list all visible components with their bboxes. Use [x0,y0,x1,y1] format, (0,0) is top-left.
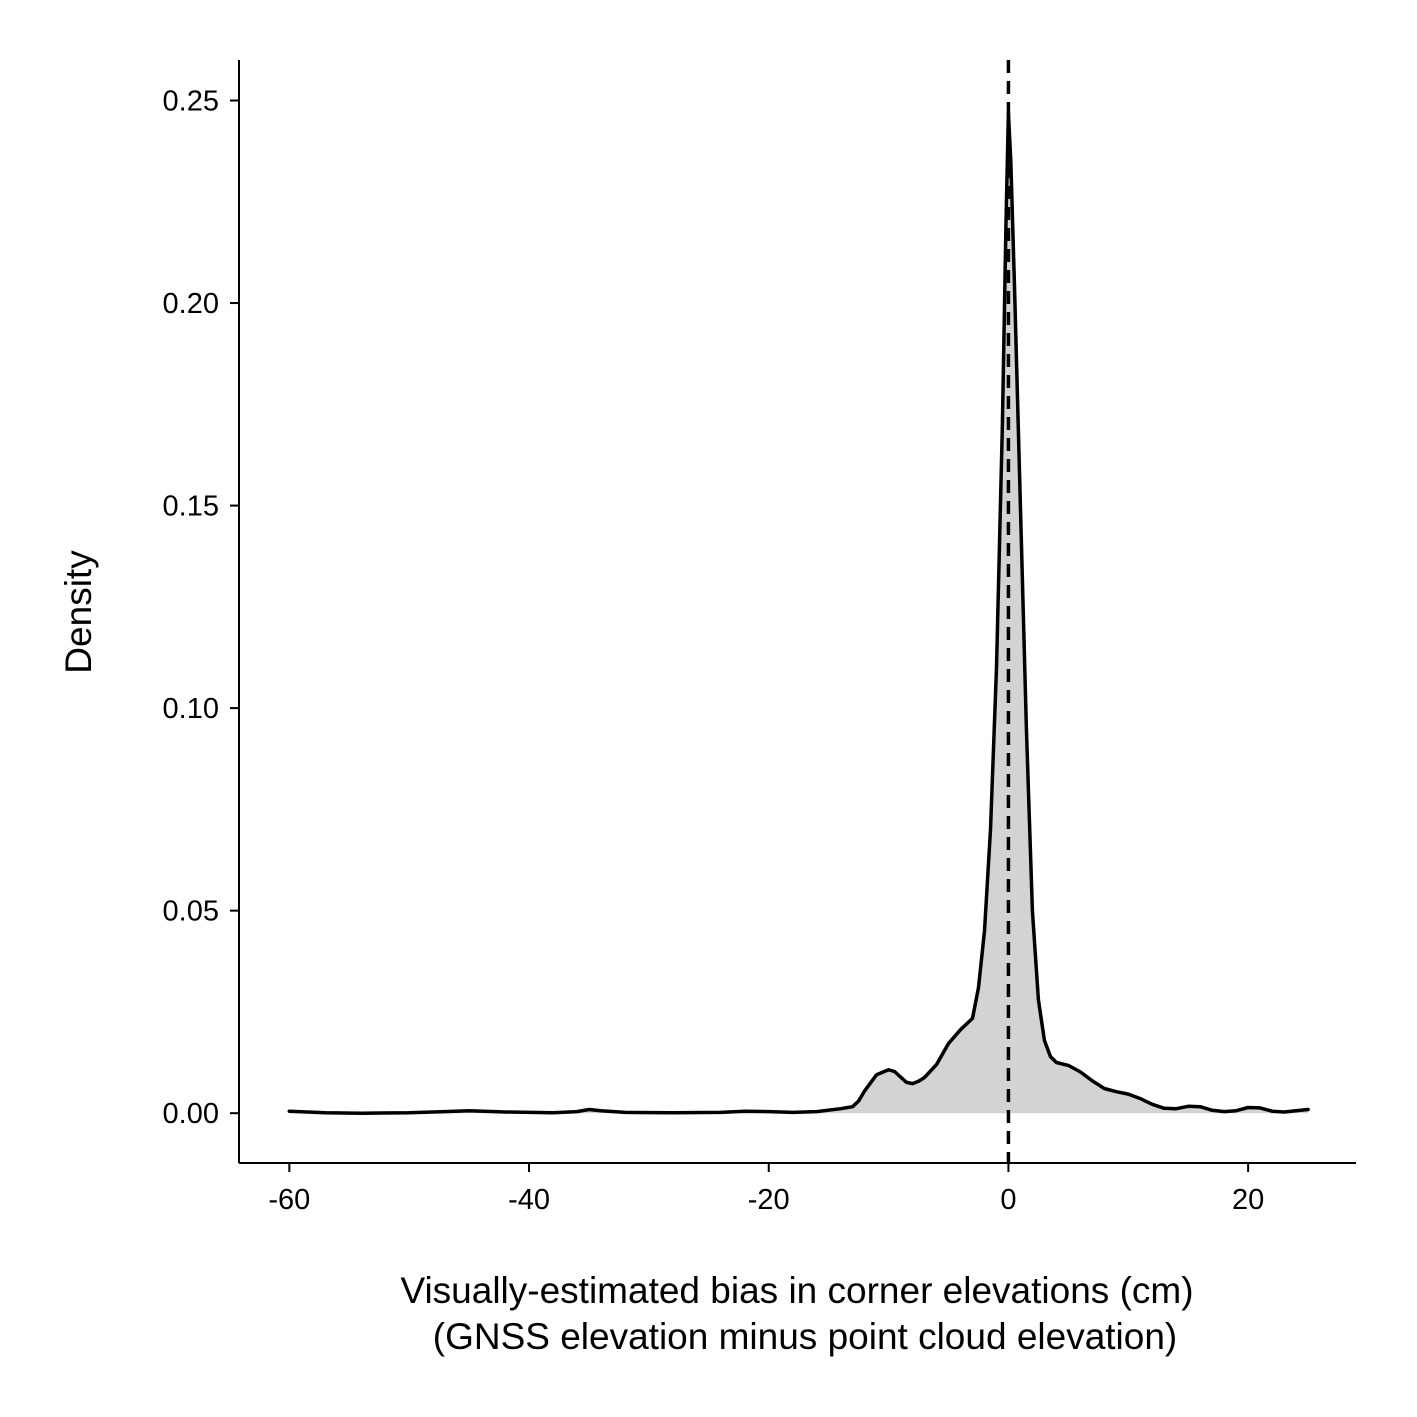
x-tick-label: -20 [748,1184,790,1216]
x-tick-label: -40 [508,1184,550,1216]
y-tick-label: 0.05 [163,896,219,928]
y-tick-label: 0.20 [163,288,219,320]
x-axis-title-line1: Visually-estimated bias in corner elevat… [400,1270,1193,1311]
x-axis-ticks: -60 -40 -20 0 20 [268,1163,1264,1216]
plot-area [287,60,1310,1163]
density-line [287,110,1310,1115]
x-axis-title-line2: (GNSS elevation minus point cloud elevat… [433,1316,1178,1357]
y-tick-label: 0.15 [163,491,219,523]
y-axis-title: Density [58,550,99,674]
y-axis-ticks: 0.00 0.05 0.10 0.15 0.20 0.25 [163,86,239,1130]
axes: -60 -40 -20 0 20 0.00 0.05 0.10 0.15 0.20 0.25 [163,60,1356,1216]
x-tick-label: -60 [268,1184,310,1216]
x-tick-label: 20 [1232,1184,1264,1216]
y-tick-label: 0.25 [163,86,219,118]
y-tick-label: 0.10 [163,693,219,725]
density-fill [289,112,1309,1114]
x-tick-label: 0 [1000,1184,1016,1216]
y-tick-label: 0.00 [163,1098,219,1130]
